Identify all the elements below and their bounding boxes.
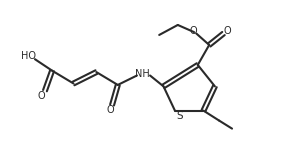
Text: NH: NH (135, 68, 150, 78)
Text: O: O (189, 26, 197, 36)
Text: O: O (223, 26, 231, 36)
Text: HO: HO (21, 51, 36, 61)
Text: S: S (176, 111, 183, 121)
Text: O: O (106, 105, 114, 115)
Text: O: O (38, 91, 45, 101)
